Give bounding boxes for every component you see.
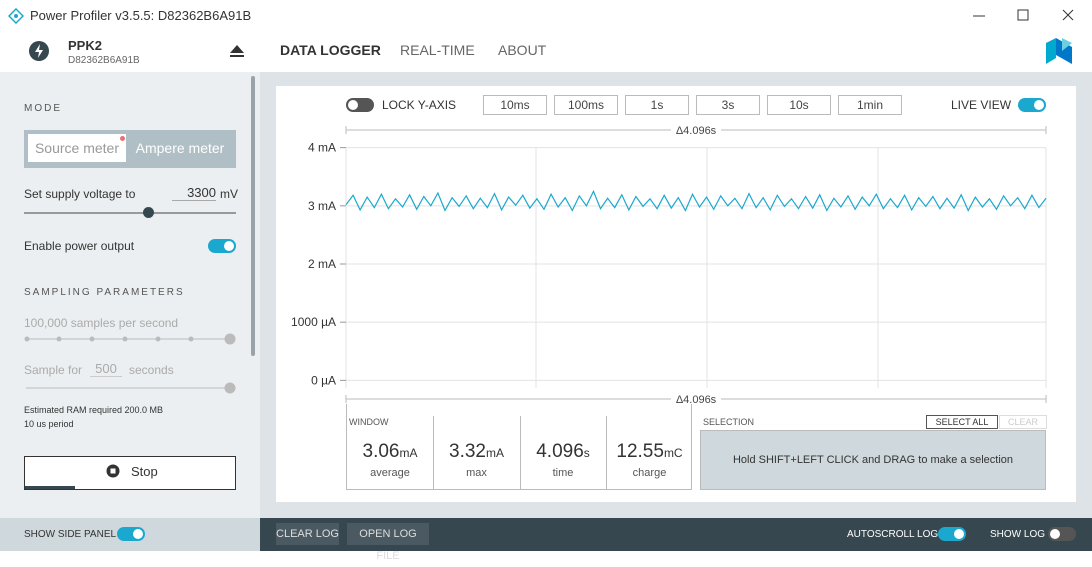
sample-for-label: Sample for bbox=[24, 363, 83, 377]
rate-slider bbox=[24, 333, 236, 345]
stat-value-row: 3.06mA bbox=[347, 441, 433, 463]
window-stats bbox=[346, 404, 692, 490]
y-tick-label: 3 mA bbox=[308, 199, 336, 213]
autoscroll-toggle[interactable] bbox=[938, 527, 966, 541]
stat-cell: 3.06mA average bbox=[347, 416, 434, 490]
device-icon bbox=[29, 41, 49, 61]
nav-tab[interactable]: REAL-TIME bbox=[400, 42, 475, 58]
mode-heading: MODE bbox=[24, 103, 62, 114]
stat-cell: 12.55mC charge bbox=[607, 416, 693, 490]
delta-bg bbox=[671, 392, 721, 406]
mode-option[interactable]: Ampere meter bbox=[135, 140, 225, 156]
delta-bg bbox=[671, 123, 721, 137]
stop-icon bbox=[106, 464, 120, 478]
period-note: 10 us period bbox=[24, 419, 74, 429]
ram-note: Estimated RAM required 200.0 MB bbox=[24, 405, 164, 415]
stat-unit: mC bbox=[663, 446, 683, 460]
window-title: Power Profiler v3.5.5: D82362B6A91B bbox=[30, 8, 252, 23]
supply-unit: mV bbox=[220, 187, 238, 201]
stat-value: 3.32 bbox=[449, 441, 486, 462]
clear-button: CLEAR bbox=[999, 415, 1047, 429]
nav-tab[interactable]: DATA LOGGER bbox=[280, 42, 381, 58]
select-all-button[interactable]: SELECT ALL bbox=[926, 415, 998, 429]
supply-input[interactable]: 3300 bbox=[172, 185, 216, 201]
rate-label: 100,000 samples per second bbox=[24, 316, 179, 330]
live-view-label: LIVE VIEW bbox=[951, 98, 1012, 112]
delta-label: Δ4.096s bbox=[676, 125, 717, 137]
chart: 4 mA 3 mA 2 mA 1000 µA 0 µA Δ4.096s Δ4.096s bbox=[291, 123, 1047, 406]
app: Power Profiler v3.5.5: D82362B6A91B PPK2… bbox=[0, 6, 1092, 562]
current-trace bbox=[345, 189, 1047, 212]
stop-label: Stop bbox=[131, 464, 158, 479]
duration-slider bbox=[26, 382, 236, 394]
window-button[interactable]: 10ms bbox=[483, 95, 547, 115]
stat-unit: mA bbox=[485, 446, 504, 460]
mode-option[interactable]: Source meter bbox=[28, 134, 126, 162]
eject-button[interactable] bbox=[229, 44, 245, 58]
sampling-heading: SAMPLING PARAMETERS bbox=[24, 287, 185, 298]
stat-label: time bbox=[552, 467, 574, 479]
nav-tab[interactable]: ABOUT bbox=[498, 42, 547, 58]
scrollbar bbox=[251, 76, 255, 356]
delta-label: Δ4.096s bbox=[676, 394, 717, 406]
stat-label: charge bbox=[632, 467, 667, 479]
lock-y-toggle[interactable] bbox=[346, 98, 374, 112]
y-tick-label: 1000 µA bbox=[291, 315, 336, 329]
clear-log-button[interactable]: CLEAR LOG bbox=[276, 523, 339, 545]
window-button[interactable]: 1s bbox=[625, 95, 689, 115]
device-serial: D82362B6A91B bbox=[68, 55, 140, 66]
window-button[interactable]: 3s bbox=[696, 95, 760, 115]
stat-cell: 3.32mA max bbox=[434, 416, 521, 490]
y-tick-label: 2 mA bbox=[308, 257, 336, 271]
power-output-toggle[interactable] bbox=[208, 239, 236, 253]
stat-cell: 4.096s time bbox=[520, 416, 607, 490]
device-name: PPK2 bbox=[68, 38, 102, 53]
stat-unit: mA bbox=[399, 446, 418, 460]
stat-value: 12.55 bbox=[616, 441, 664, 462]
lock-y-label: LOCK Y-AXIS bbox=[382, 98, 457, 112]
stat-label: average bbox=[370, 467, 410, 479]
stat-value-row: 12.55mC bbox=[607, 441, 693, 463]
stat-value-row: 4.096s bbox=[520, 441, 606, 463]
window-button[interactable]: 100ms bbox=[554, 95, 618, 115]
show-log-label: SHOW LOG bbox=[990, 529, 1046, 540]
nordic-logo bbox=[1046, 38, 1072, 64]
stat-value-row: 3.32mA bbox=[434, 441, 520, 463]
supply-label: Set supply voltage to bbox=[24, 187, 136, 201]
y-tick-label: 4 mA bbox=[308, 141, 336, 155]
stat-value: 4.096 bbox=[536, 441, 584, 462]
autoscroll-label: AUTOSCROLL LOG bbox=[847, 529, 939, 540]
window-heading: WINDOW bbox=[349, 417, 389, 427]
stop-button[interactable] bbox=[24, 456, 236, 490]
supply-slider[interactable] bbox=[24, 212, 236, 214]
window-button[interactable]: 1min bbox=[838, 95, 902, 115]
stat-value: 3.06 bbox=[362, 441, 400, 462]
mode-indicator bbox=[120, 136, 125, 141]
window-button[interactable]: 10s bbox=[767, 95, 831, 115]
selection-heading: SELECTION bbox=[703, 417, 755, 427]
power-output-label: Enable power output bbox=[24, 239, 135, 253]
selection-hint: Hold SHIFT+LEFT CLICK and DRAG to make a… bbox=[700, 430, 1046, 490]
app-icon bbox=[8, 8, 24, 24]
stat-label: max bbox=[466, 467, 487, 479]
stat-unit: s bbox=[583, 446, 590, 460]
window-controls[interactable] bbox=[960, 6, 1085, 26]
show-side-panel-toggle[interactable] bbox=[117, 527, 145, 541]
progress-bar bbox=[25, 486, 75, 489]
show-side-panel-label: SHOW SIDE PANEL bbox=[24, 529, 117, 540]
sample-for-unit: seconds bbox=[129, 363, 174, 377]
show-log-toggle[interactable] bbox=[1048, 527, 1076, 541]
sample-for-input: 500 bbox=[90, 361, 122, 377]
live-view-toggle[interactable] bbox=[1018, 98, 1046, 112]
y-tick-label: 0 µA bbox=[311, 373, 336, 387]
open-log-button[interactable]: OPEN LOG FILE bbox=[347, 523, 429, 562]
slider-handle[interactable] bbox=[143, 207, 154, 218]
